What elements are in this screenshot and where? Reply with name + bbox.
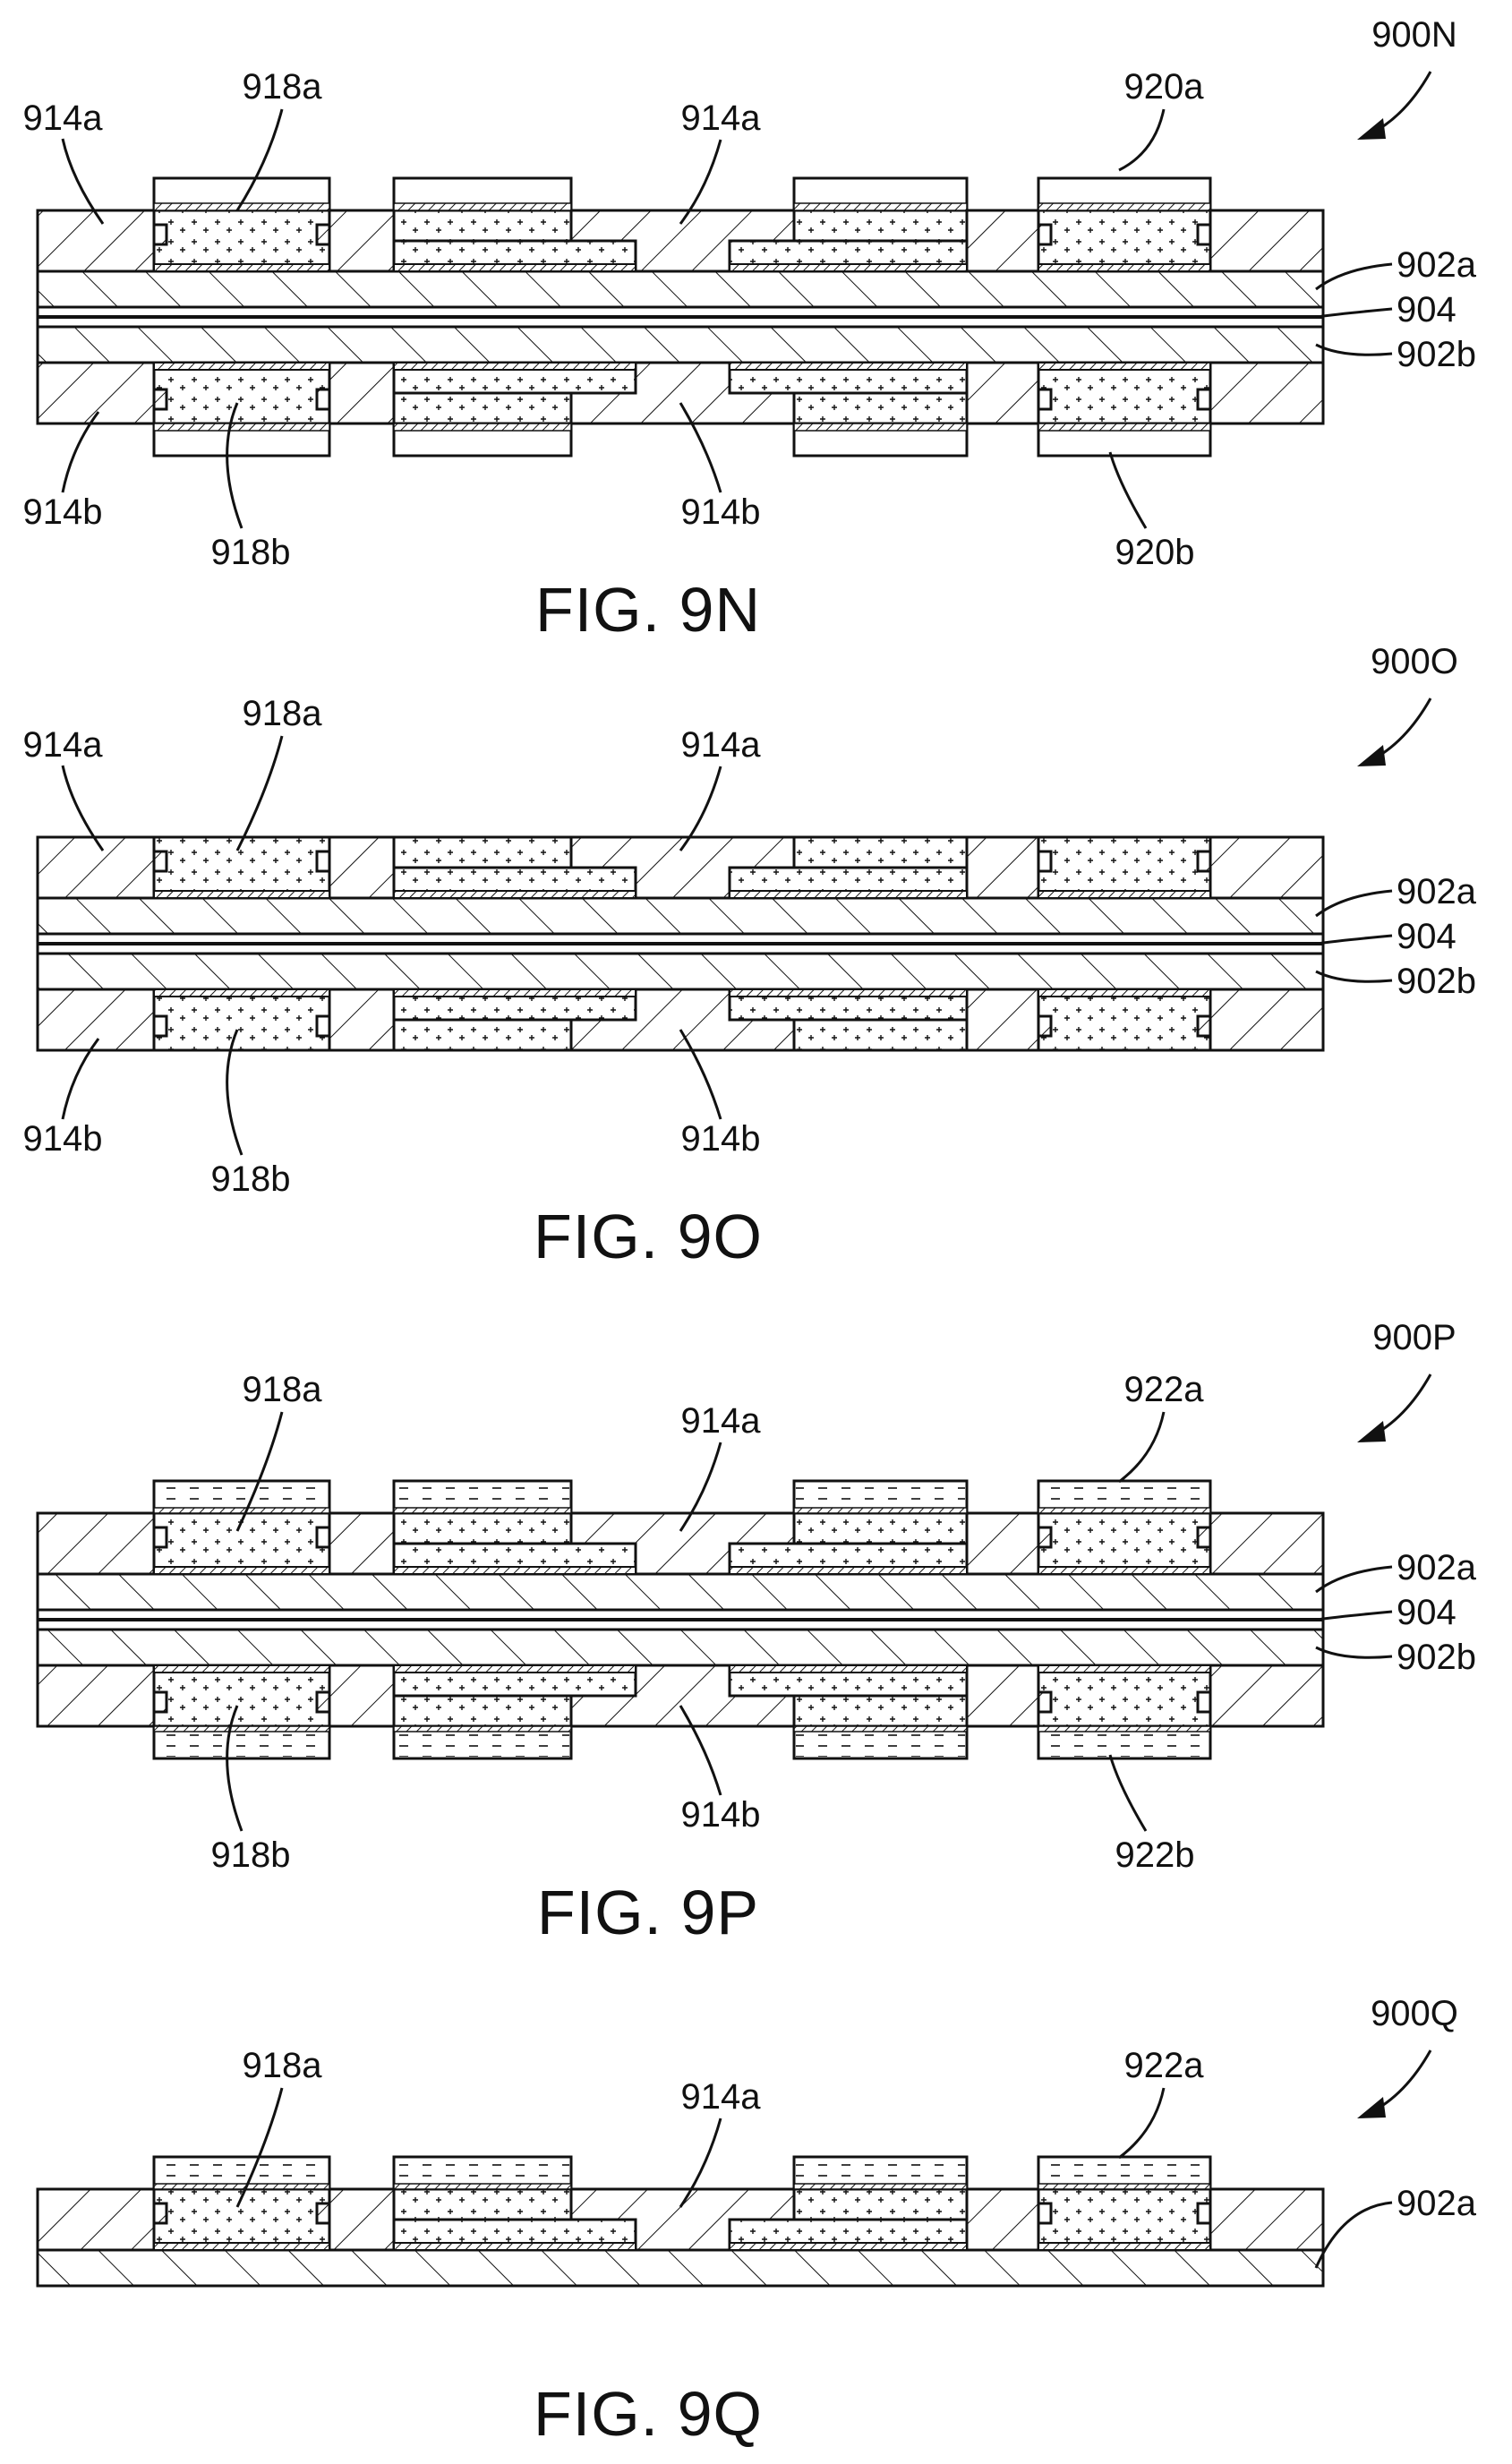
leader-line xyxy=(1119,109,1164,170)
leader-line xyxy=(1110,1755,1146,1831)
label-918a: 918a xyxy=(243,67,323,107)
figure-caption: FIG. 9P xyxy=(537,1878,759,1947)
figure-9p: 900P 902a 904 902b 918a 914a 922a 918b 914b 922b F… xyxy=(38,1318,1477,1947)
leader-line xyxy=(1316,309,1392,317)
figure-9q: 900Q 902a 918a 914a 922a FIG. 9Q xyxy=(38,1994,1477,2449)
curved-arrow-icon xyxy=(1357,698,1431,766)
label-902a: 902a xyxy=(1397,872,1477,911)
figure-9n: 900N 902a 904 902b 914a 918a 914a 920a 914b 918b 9… xyxy=(23,15,1477,645)
leader-line xyxy=(1316,1567,1392,1592)
label-918b: 918b xyxy=(211,1835,291,1875)
label-914b: 914b xyxy=(681,492,761,532)
label-920b: 920b xyxy=(1115,533,1195,572)
label-920a: 920a xyxy=(1124,67,1205,107)
label-918a: 918a xyxy=(243,2046,323,2085)
pad-918-right xyxy=(1038,210,1210,271)
curved-arrow-icon xyxy=(1357,2050,1431,2118)
layer-902a xyxy=(38,898,1323,934)
label-914b: 914b xyxy=(23,492,103,532)
buildup-bottom xyxy=(38,989,1323,1050)
label-914a: 914a xyxy=(681,725,762,765)
buildup-top xyxy=(38,2157,1323,2250)
label-902b: 902b xyxy=(1397,335,1476,374)
buildup-top xyxy=(38,837,1323,898)
figure-reference: 900O xyxy=(1371,642,1458,681)
leader-line xyxy=(1316,2203,1392,2268)
leader-line xyxy=(237,736,282,851)
layer-902a xyxy=(38,2250,1323,2286)
buildup-bottom xyxy=(38,363,1323,456)
pad-918-right xyxy=(1038,989,1210,1050)
label-918b: 918b xyxy=(211,533,291,572)
label-914b: 914b xyxy=(681,1119,761,1159)
pad-918-right xyxy=(1038,1513,1210,1574)
layer-902b xyxy=(38,327,1323,363)
leader-line xyxy=(1316,1612,1392,1620)
label-922b: 922b xyxy=(1115,1835,1195,1875)
pad-918 xyxy=(154,1665,329,1726)
label-904: 904 xyxy=(1397,917,1456,956)
buildup-bottom xyxy=(38,1665,1323,1758)
label-902b: 902b xyxy=(1397,962,1476,1001)
label-914a: 914a xyxy=(681,98,762,138)
curved-arrow-icon xyxy=(1357,1374,1431,1442)
leader-line xyxy=(1316,264,1392,289)
metal-caps xyxy=(154,178,1210,210)
label-918a: 918a xyxy=(243,694,323,733)
pad-918 xyxy=(154,210,329,271)
figure-reference: 900Q xyxy=(1371,1994,1458,2033)
figure-caption: FIG. 9O xyxy=(534,1202,763,1271)
leader-line xyxy=(1316,345,1392,355)
label-914b: 914b xyxy=(681,1795,761,1835)
pad-918 xyxy=(154,989,329,1050)
label-914b: 914b xyxy=(23,1119,103,1159)
buildup-top xyxy=(38,178,1323,271)
leader-line xyxy=(1316,971,1392,981)
label-902a: 902a xyxy=(1397,245,1477,285)
figure-caption: FIG. 9N xyxy=(535,575,761,645)
curved-arrow-icon xyxy=(1357,72,1431,140)
label-922a: 922a xyxy=(1124,2046,1205,2085)
leader-line xyxy=(1110,452,1146,528)
figure-caption: FIG. 9Q xyxy=(534,2379,763,2449)
pad-918-right xyxy=(1038,1665,1210,1726)
leader-line xyxy=(1316,891,1392,916)
dielectric-caps xyxy=(154,1481,1210,1513)
label-918a: 918a xyxy=(243,1370,323,1409)
figure-reference: 900N xyxy=(1371,15,1457,55)
label-902a: 902a xyxy=(1397,2184,1477,2223)
figure-reference: 900P xyxy=(1372,1318,1456,1357)
label-904: 904 xyxy=(1397,290,1456,329)
metal-caps xyxy=(154,424,1210,456)
leader-line xyxy=(1119,2088,1164,2158)
layer-902b xyxy=(38,954,1323,989)
pad-918-right xyxy=(1038,837,1210,898)
buildup-top xyxy=(38,1481,1323,1574)
label-902b: 902b xyxy=(1397,1638,1476,1677)
layer-902a xyxy=(38,1574,1323,1610)
pad-918 xyxy=(154,363,329,424)
pad-918 xyxy=(154,837,329,898)
label-914a: 914a xyxy=(681,2077,762,2117)
label-914a: 914a xyxy=(23,98,104,138)
label-914a: 914a xyxy=(23,725,104,765)
leader-line xyxy=(1316,936,1392,944)
pad-918-right xyxy=(1038,363,1210,424)
leader-line xyxy=(1316,1647,1392,1657)
dielectric-caps xyxy=(154,2157,1210,2189)
label-918b: 918b xyxy=(211,1159,291,1199)
layer-902b xyxy=(38,1630,1323,1665)
pad-918-right xyxy=(1038,2189,1210,2250)
label-904: 904 xyxy=(1397,1593,1456,1632)
label-914a: 914a xyxy=(681,1401,762,1441)
dielectric-caps xyxy=(154,1726,1210,1758)
layer-902a xyxy=(38,271,1323,307)
leader-line xyxy=(1119,1412,1164,1482)
label-902a: 902a xyxy=(1397,1548,1477,1587)
label-922a: 922a xyxy=(1124,1370,1205,1409)
figure-9o: 900O 902a 904 902b 914a 918a 914a 914b 918b 914b F… xyxy=(23,642,1477,1271)
